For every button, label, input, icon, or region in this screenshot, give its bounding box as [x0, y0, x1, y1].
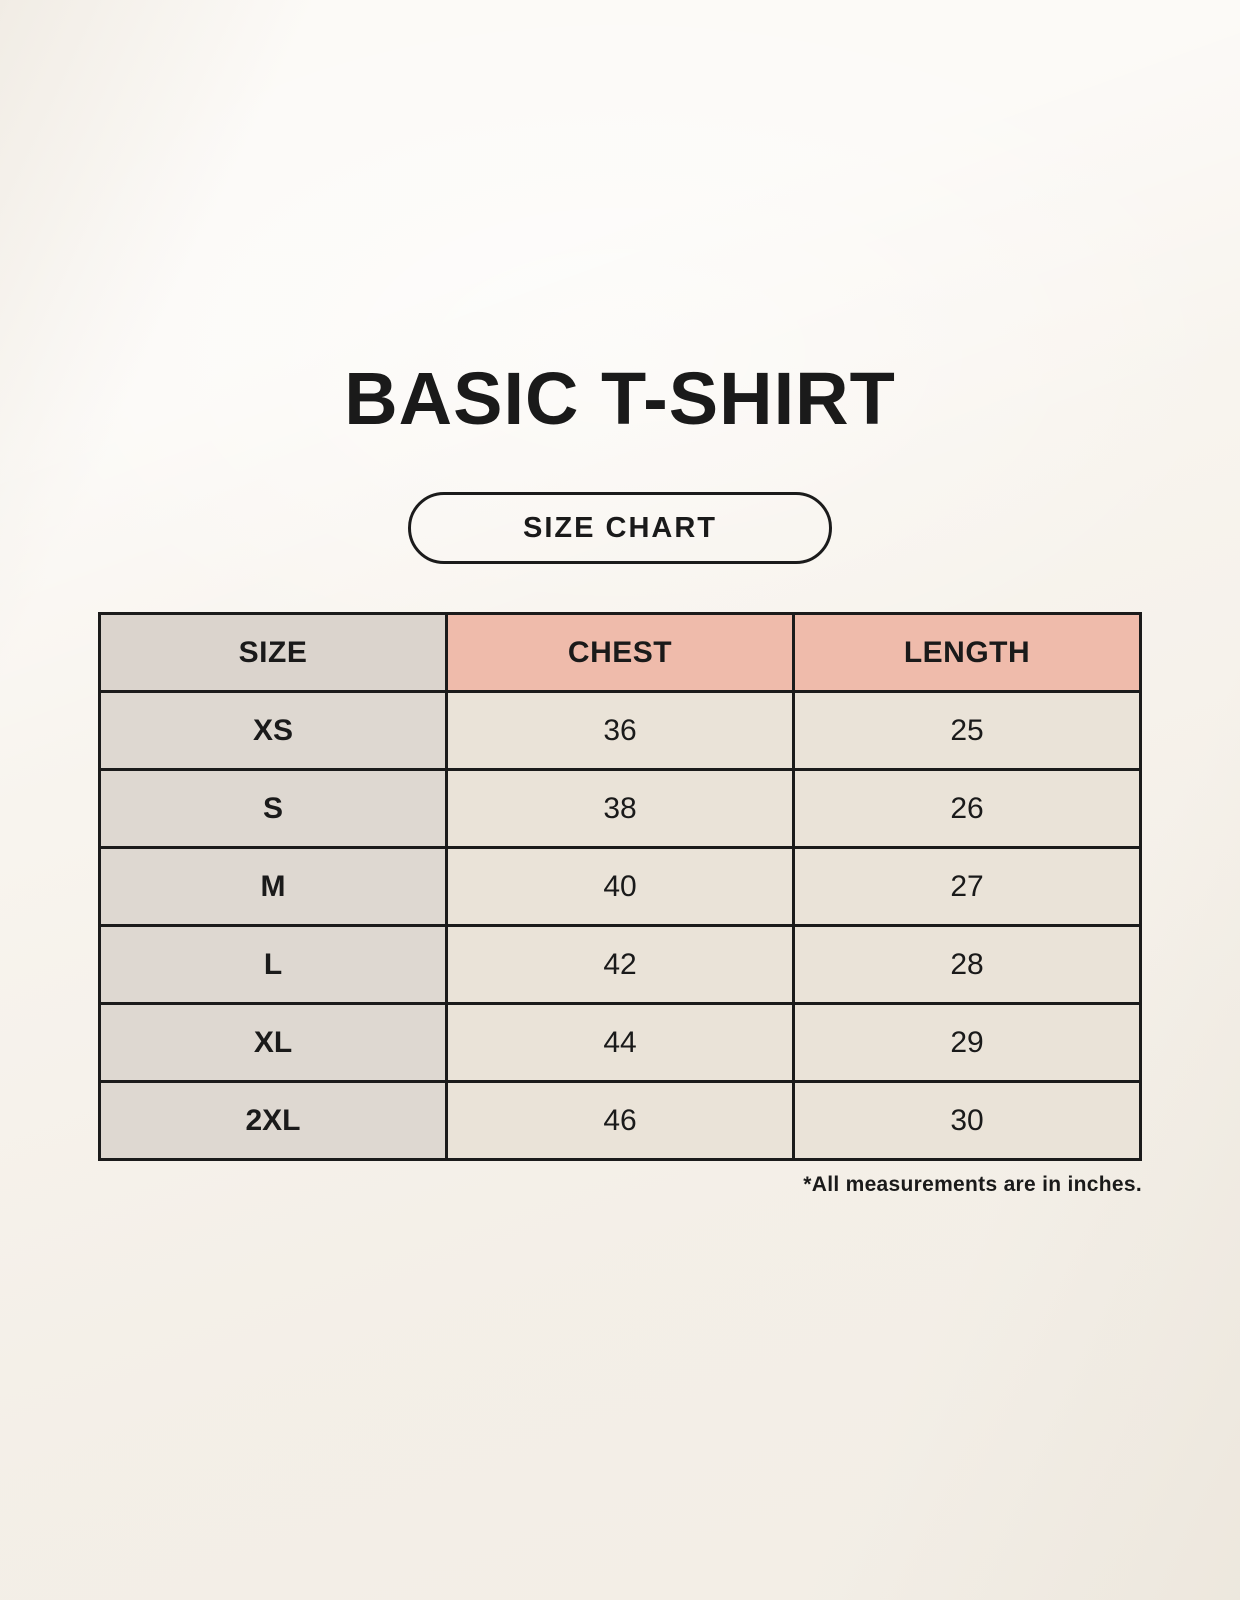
- size-cell: M: [98, 846, 448, 927]
- chest-cell: 38: [445, 768, 795, 849]
- table-row: 2XL 46 30: [98, 1080, 1142, 1161]
- product-title: BASIC T-SHIRT: [344, 357, 896, 440]
- length-cell: 26: [792, 768, 1142, 849]
- table-row: XL 44 29: [98, 1002, 1142, 1083]
- size-chart-badge[interactable]: SIZE CHART: [408, 492, 832, 564]
- length-cell: 25: [792, 690, 1142, 771]
- chest-cell: 40: [445, 846, 795, 927]
- table-row: M 40 27: [98, 846, 1142, 927]
- header-cell-chest: CHEST: [445, 612, 795, 693]
- length-cell: 28: [792, 924, 1142, 1005]
- header-cell-length: LENGTH: [792, 612, 1142, 693]
- header-cell-size: SIZE: [98, 612, 448, 693]
- size-table-container: SIZE CHEST LENGTH XS 36 25 S 38 26 M: [98, 612, 1142, 1161]
- size-cell: 2XL: [98, 1080, 448, 1161]
- table-body: XS 36 25 S 38 26 M 40 27 L 42 28: [98, 690, 1142, 1161]
- size-cell: XL: [98, 1002, 448, 1083]
- measurements-footnote: *All measurements are in inches.: [803, 1173, 1142, 1196]
- size-cell: XS: [98, 690, 448, 771]
- table-row: L 42 28: [98, 924, 1142, 1005]
- chest-cell: 46: [445, 1080, 795, 1161]
- size-cell: L: [98, 924, 448, 1005]
- chest-cell: 44: [445, 1002, 795, 1083]
- header-row: SIZE CHEST LENGTH: [98, 612, 1142, 693]
- length-cell: 27: [792, 846, 1142, 927]
- table-row: S 38 26: [98, 768, 1142, 849]
- size-cell: S: [98, 768, 448, 849]
- length-cell: 29: [792, 1002, 1142, 1083]
- chest-cell: 36: [445, 690, 795, 771]
- table-row: XS 36 25: [98, 690, 1142, 771]
- table-header: SIZE CHEST LENGTH: [98, 612, 1142, 693]
- length-cell: 30: [792, 1080, 1142, 1161]
- chest-cell: 42: [445, 924, 795, 1005]
- size-chart-table: SIZE CHEST LENGTH XS 36 25 S 38 26 M: [98, 612, 1142, 1161]
